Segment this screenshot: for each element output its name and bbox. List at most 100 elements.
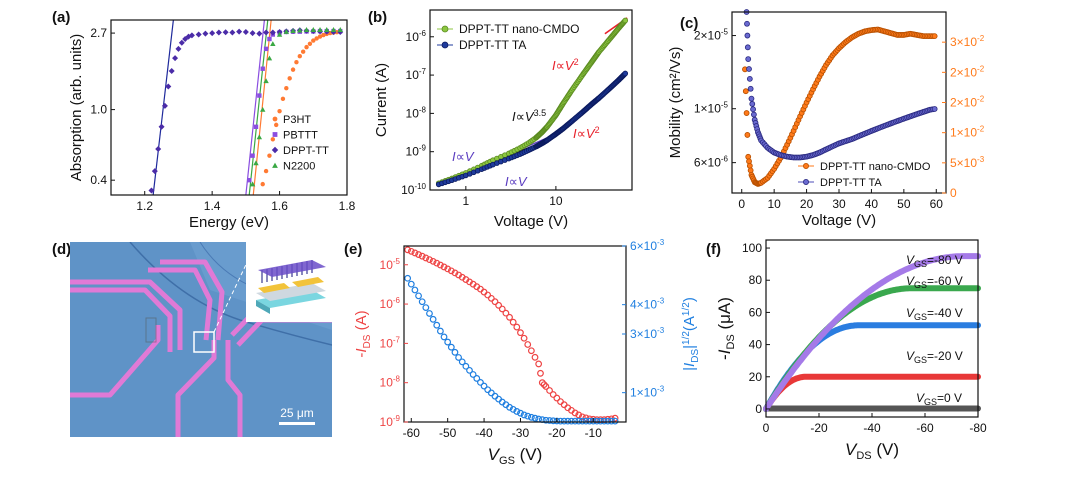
- point-ids-7: [429, 257, 437, 265]
- point-ids-31: [517, 329, 524, 337]
- point-ids-22: [484, 291, 492, 299]
- panel-label-c: (c): [680, 15, 698, 32]
- point-nano-141: [622, 17, 629, 24]
- fit-line-0: [152, 19, 174, 196]
- x-tick-label-2: -40: [475, 426, 493, 440]
- y-tick-label-4: 80: [749, 273, 763, 287]
- point-nano-1: [742, 88, 749, 95]
- y-tick-label-1: 1.0: [90, 103, 107, 117]
- curve-label-2: VGS=-40 V: [906, 306, 963, 322]
- point-n2200-2: [256, 134, 263, 140]
- y-tick-label-1: 20: [749, 370, 763, 384]
- y-tick-label-2: 10-8: [406, 105, 427, 120]
- y-left-tick-label-1: 1×10-5: [694, 101, 729, 116]
- y-tick-label-0: 0: [755, 402, 762, 416]
- point-ids-0: [404, 246, 412, 254]
- point-p3ht-5: [277, 108, 282, 114]
- point-n2200-13: [317, 27, 323, 32]
- point-ids-11: [444, 265, 452, 273]
- point-n2200-3: [260, 106, 266, 112]
- legend-marker-3: [272, 162, 278, 168]
- panel-c-chart: 0 10 20 30 40 50 60 6×10-6 1×10-5 2×10-5 0 5×10-3 1×…: [667, 9, 985, 229]
- point-n2200-15: [330, 27, 337, 32]
- x-tick-label-6: 60: [930, 197, 944, 211]
- point-sqrt-30: [513, 408, 521, 415]
- legend-marker-0: [803, 162, 810, 169]
- y-right-tick-label-4: 2×10-2: [950, 64, 985, 79]
- point-sqrt-52: [593, 417, 601, 425]
- panel-f-chart: 0 -20 -40 -60 -80 0 20 40 60 80 100 VDS (V) -IDS (μA…: [715, 239, 987, 462]
- x-tick-label-2: 1.6: [271, 199, 288, 213]
- x-tick-label-0: 1.2: [136, 199, 153, 213]
- point-dppt-tt-6: [168, 68, 175, 75]
- point-sqrt-23: [487, 389, 495, 397]
- annotation-2: I∝V3.5: [512, 108, 546, 124]
- panel-d-micrograph: 25 μm: [70, 242, 332, 437]
- point-sqrt-8: [433, 321, 441, 329]
- scale-bar: [279, 422, 315, 425]
- y-left-tick-label-0: 6×10-6: [694, 155, 729, 170]
- y-right-tick-label-1: 3×10-3: [630, 326, 665, 341]
- y-tick-label-1: 10-9: [406, 144, 427, 159]
- panel-label-d: (d): [52, 241, 71, 258]
- point-dppt-tt-1: [151, 168, 158, 175]
- point-ids-29: [509, 318, 517, 326]
- point-pbttt-4: [260, 66, 265, 71]
- point-sqrt-11: [444, 338, 452, 346]
- point-sqrt-55: [604, 417, 612, 425]
- x-tick-label-3: -60: [916, 421, 934, 435]
- point-nano-2: [743, 110, 750, 116]
- point-sqrt-17: [466, 366, 473, 374]
- point-sqrt-10: [440, 333, 448, 341]
- point-dppt-tt-16: [215, 29, 222, 36]
- point-n2200-7: [276, 31, 283, 37]
- point-p3ht-0: [260, 181, 265, 187]
- y-right-axis-label: |IDS|1/2(A1/2): [681, 297, 701, 371]
- point-p3ht-6: [280, 96, 286, 102]
- point-n2200-12: [310, 27, 316, 32]
- point-dppt-tt-5: [165, 83, 172, 90]
- y-left-tick-label-2: 2×10-5: [694, 28, 729, 43]
- point-p3ht-2: [267, 153, 272, 158]
- point-n2200-14: [324, 27, 330, 32]
- point-sqrt-54: [600, 417, 608, 425]
- panel-e-chart: -60 -50 -40 -30 -20 -10 10-9 10-8 10-7 10-6 10-5 1×…: [353, 238, 701, 467]
- point-ids-6: [426, 256, 433, 264]
- y-right-tick-label-0: 0: [950, 186, 957, 200]
- point-sqrt-33: [524, 412, 532, 420]
- output-curve-1: [763, 373, 981, 412]
- y-right-tick-label-2: 1×10-2: [950, 125, 985, 140]
- point-sqrt-57: [611, 417, 619, 425]
- point-ids-34: [527, 347, 535, 355]
- point-sqrt-0: [404, 274, 412, 282]
- point-sqrt-7: [429, 315, 437, 323]
- point-p3ht-8: [287, 76, 292, 81]
- x-tick-label-0: 0: [738, 197, 745, 211]
- point-p3ht-12: [300, 49, 306, 54]
- point-sqrt-29: [509, 405, 517, 413]
- legend-label-1: DPPT-TT TA: [820, 177, 882, 189]
- y-right-tick-label-5: 3×10-2: [950, 34, 985, 49]
- point-p3ht-3: [270, 137, 276, 142]
- x-tick-label-5: 50: [897, 197, 911, 211]
- point-ids-44: [557, 398, 564, 406]
- point-n2200-6: [270, 41, 276, 46]
- point-ta-2: [744, 32, 751, 39]
- point-p3ht-18: [321, 32, 326, 38]
- point-sqrt-42: [557, 417, 564, 425]
- point-ta-10: [750, 106, 756, 113]
- point-ids-39: [540, 381, 548, 388]
- point-ta-8: [748, 95, 755, 102]
- point-p3ht-13: [304, 44, 309, 50]
- point-sqrt-39: [546, 417, 553, 424]
- point-sqrt-4: [418, 298, 426, 306]
- point-n2200-1: [253, 160, 259, 166]
- point-sqrt-49: [582, 417, 590, 425]
- point-p3ht-22: [334, 30, 340, 35]
- point-ids-32: [520, 334, 528, 342]
- point-ta-127: [931, 106, 938, 112]
- point-sqrt-5: [422, 304, 430, 312]
- x-tick-label-4: -20: [548, 426, 566, 440]
- point-ids-45: [560, 401, 568, 409]
- legend-marker-1: [803, 178, 810, 185]
